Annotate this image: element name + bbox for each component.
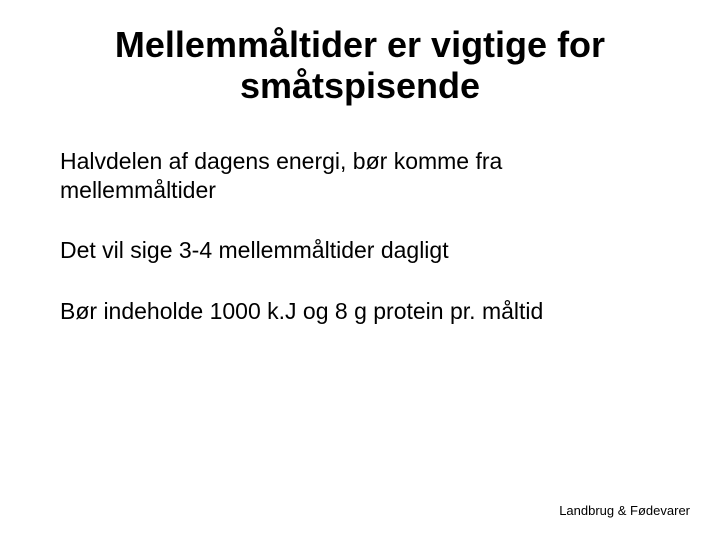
slide-container: Mellemmåltider er vigtige for småtspisen… <box>0 0 720 540</box>
paragraph-2: Det vil sige 3-4 mellemmåltider dagligt <box>60 236 660 265</box>
footer-text: Landbrug & Fødevarer <box>559 503 690 518</box>
paragraph-3: Bør indeholde 1000 k.J og 8 g protein pr… <box>60 297 660 326</box>
paragraph-1: Halvdelen af dagens energi, bør komme fr… <box>60 147 660 205</box>
slide-title: Mellemmåltider er vigtige for småtspisen… <box>60 24 660 107</box>
